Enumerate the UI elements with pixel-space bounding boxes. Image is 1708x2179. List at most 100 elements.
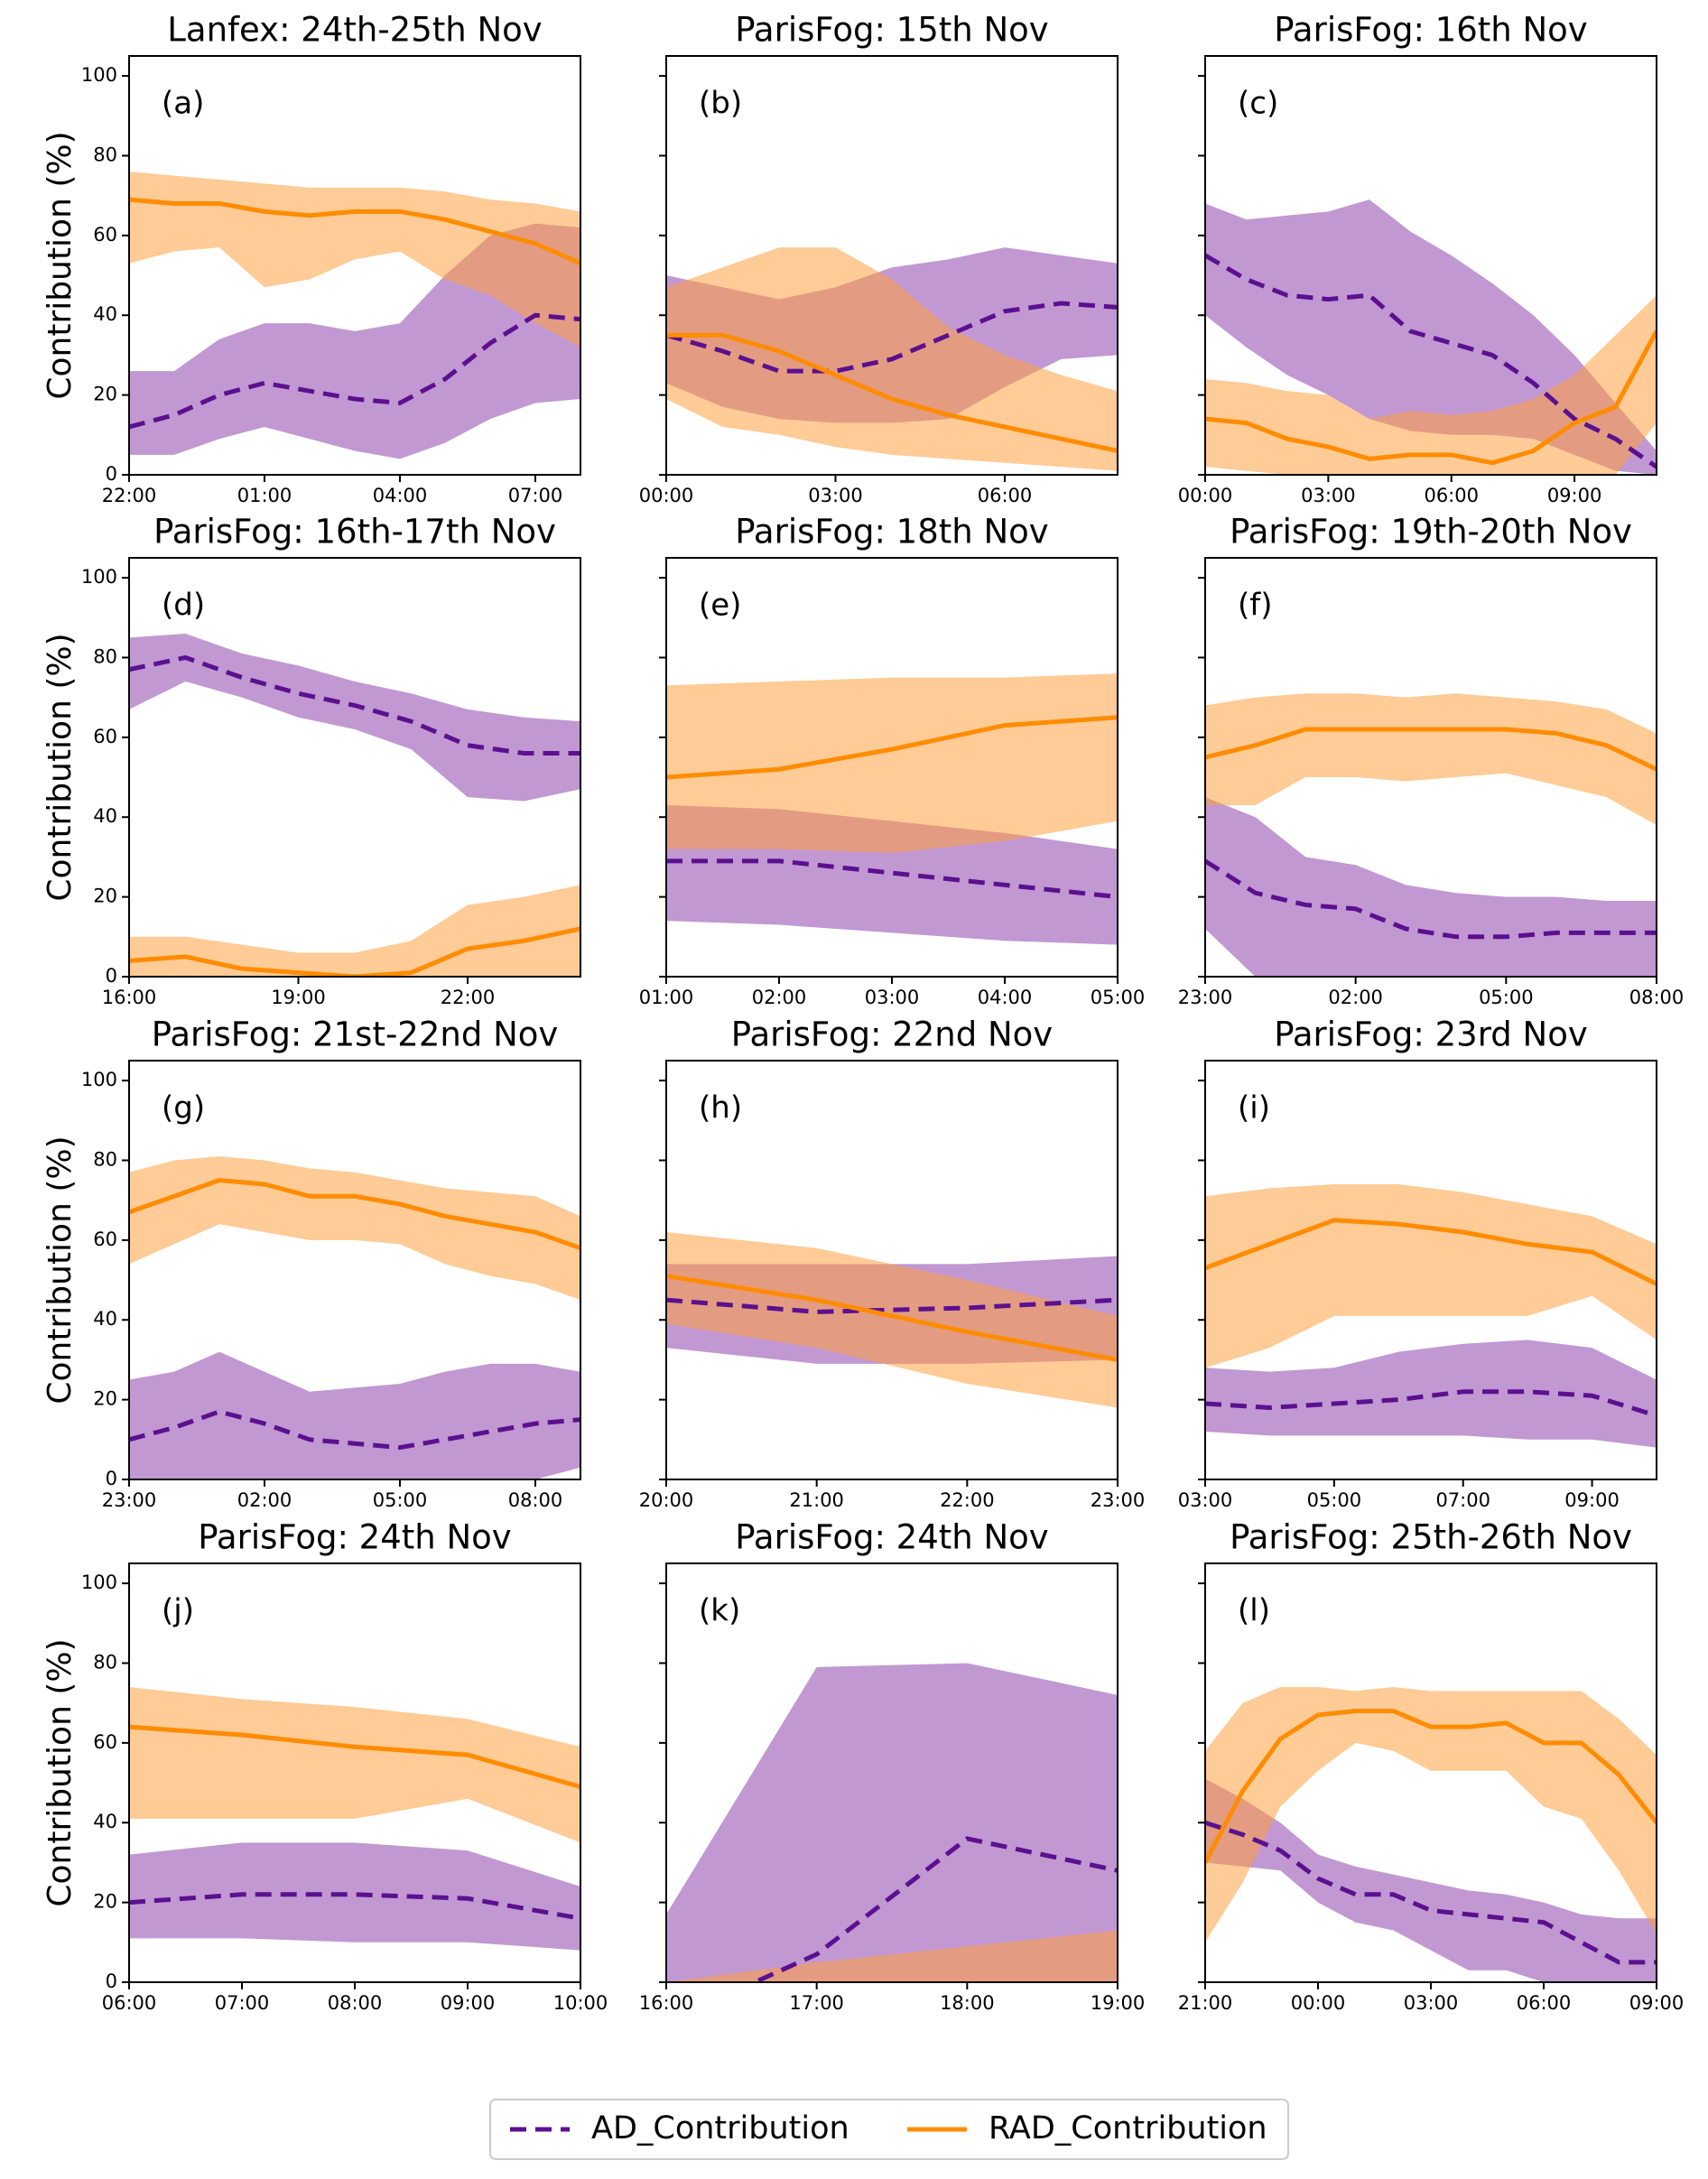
band: [666, 1232, 1118, 1408]
y-tick-label: 20: [93, 1891, 117, 1913]
chart-title: ParisFog: 22nd Nov: [731, 1015, 1053, 1054]
legend-label: RAD_Contribution: [989, 2110, 1267, 2147]
band: [129, 633, 580, 802]
x-tick-label: 09:00: [441, 1992, 496, 2014]
y-axis-label: Contribution (%): [42, 1136, 79, 1404]
line: [129, 312, 580, 430]
y-tick-label: 40: [93, 1811, 117, 1832]
y-tick-label: 0: [106, 463, 117, 485]
plot-area: [666, 1663, 1118, 1982]
plot-frame: [128, 55, 581, 476]
line: [666, 301, 1118, 374]
chart-title: ParisFog: 25th-26th Nov: [1230, 1518, 1632, 1557]
x-tick-label: 19:00: [271, 987, 326, 1008]
x-tick-label: 05:00: [1479, 987, 1534, 1008]
x-tick-label: 02:00: [237, 1489, 292, 1511]
line: [129, 1178, 580, 1251]
y-tick-label: 80: [93, 645, 117, 667]
x-tick-label: 22:00: [102, 485, 157, 506]
x-tick-label: 08:00: [328, 1992, 383, 2014]
band: [1205, 1686, 1657, 1943]
panel-label: (l): [1238, 1593, 1270, 1629]
plot-area: [666, 247, 1118, 471]
plot-frame: [128, 557, 581, 978]
plot-frame: [1204, 1060, 1657, 1480]
band: [1205, 1183, 1657, 1368]
x-tick-label: 03:00: [865, 987, 920, 1008]
x-tick-label: 23:00: [1178, 987, 1233, 1008]
chart-title: ParisFog: 23rd Nov: [1274, 1015, 1588, 1054]
y-axis-label: Contribution (%): [42, 1638, 79, 1906]
plot-area: [129, 1156, 580, 1479]
line: [129, 197, 580, 266]
x-tick-label: 16:00: [102, 987, 157, 1008]
line: [129, 1724, 580, 1789]
plot-frame: [1204, 557, 1657, 978]
y-tick-label: 60: [93, 224, 117, 246]
panel-label: (d): [162, 588, 205, 624]
y-axis-label: Contribution (%): [42, 131, 79, 399]
x-tick-label: 09:00: [1547, 485, 1602, 506]
x-tick-label: 06:00: [978, 485, 1033, 506]
x-tick-label: 20:00: [639, 1489, 694, 1511]
plot-frame: [665, 55, 1119, 476]
chart-title: ParisFog: 16th Nov: [1274, 11, 1587, 50]
line: [666, 1274, 1118, 1362]
x-tick-label: 18:00: [940, 1992, 995, 2014]
y-tick-label: 60: [93, 726, 117, 747]
line: [1205, 253, 1657, 469]
y-tick-label: 0: [106, 1468, 117, 1489]
x-tick-label: 09:00: [1564, 1489, 1620, 1511]
panel-label: (j): [162, 1593, 194, 1629]
band: [1205, 1340, 1657, 1448]
panel-label: (g): [162, 1090, 205, 1127]
x-tick-label: 05:00: [1307, 1489, 1362, 1511]
x-tick-label: 07:00: [508, 485, 563, 506]
band: [1205, 797, 1657, 977]
band: [1205, 693, 1657, 826]
plot-area: [1205, 1686, 1657, 1982]
band: [666, 1930, 1118, 1982]
chart-title: ParisFog: 19th-20th Nov: [1230, 513, 1632, 552]
y-tick-label: 40: [93, 303, 117, 325]
x-tick-label: 22:00: [441, 987, 496, 1008]
panel-label: (c): [1238, 86, 1278, 122]
line: [129, 654, 580, 756]
y-tick-label: 80: [93, 1148, 117, 1170]
y-tick-label: 20: [93, 384, 117, 405]
x-tick-label: 09:00: [1629, 1992, 1685, 2014]
x-tick-label: 06:00: [102, 1992, 157, 2014]
line: [1205, 1218, 1657, 1286]
line: [1205, 329, 1657, 466]
y-axis-label: Contribution (%): [42, 633, 79, 901]
panel-label: (k): [699, 1593, 740, 1629]
line: [1205, 858, 1657, 940]
plot-area: [666, 673, 1118, 945]
plot-area: [129, 633, 580, 977]
band: [666, 1663, 1118, 1982]
panel-label: (b): [699, 86, 742, 122]
panel-label: (i): [1238, 1090, 1270, 1127]
chart-title: ParisFog: 21st-22nd Nov: [152, 1015, 559, 1054]
chart-title: ParisFog: 16th-17th Nov: [153, 513, 556, 552]
y-tick-label: 40: [93, 1308, 117, 1330]
panel-label: (e): [699, 588, 741, 624]
x-tick-label: 05:00: [373, 1489, 428, 1511]
plot-area: [1205, 199, 1657, 475]
chart-title: ParisFog: 18th Nov: [735, 513, 1048, 552]
plot-frame: [665, 1060, 1119, 1480]
band: [129, 885, 580, 977]
x-tick-label: 21:00: [1178, 1992, 1233, 2014]
panel-label: (a): [162, 86, 204, 122]
plot-area: [129, 172, 580, 459]
legend-label: AD_Contribution: [591, 2110, 849, 2147]
x-tick-label: 03:00: [1404, 1992, 1459, 2014]
y-tick-label: 80: [93, 1651, 117, 1673]
y-tick-label: 100: [81, 566, 117, 588]
y-tick-label: 20: [93, 1388, 117, 1410]
line: [1205, 1709, 1657, 1864]
x-tick-label: 23:00: [1091, 1489, 1146, 1511]
x-tick-label: 17:00: [789, 1992, 844, 2014]
plot-frame: [1204, 55, 1657, 476]
chart-title: ParisFog: 24th Nov: [735, 1518, 1048, 1557]
